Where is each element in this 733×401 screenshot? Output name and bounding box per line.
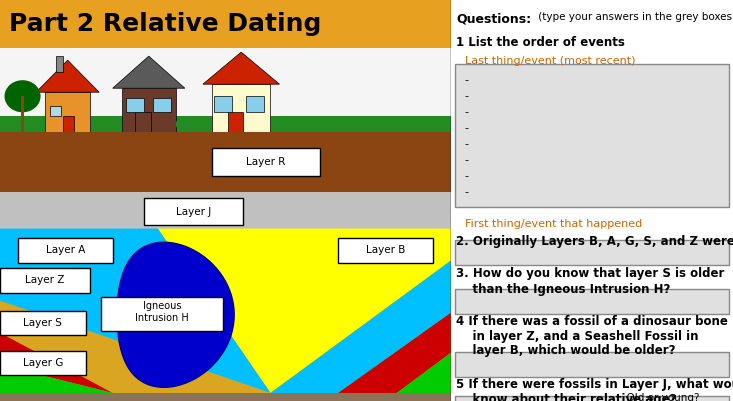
Bar (228, 112, 243, 132)
Text: -: - (465, 188, 469, 197)
Text: Questions:: Questions: (457, 12, 531, 25)
Text: Old or young?: Old or young? (620, 393, 699, 401)
FancyBboxPatch shape (0, 192, 451, 229)
Text: Layer A: Layer A (45, 245, 85, 255)
FancyBboxPatch shape (212, 148, 320, 176)
FancyBboxPatch shape (144, 198, 243, 225)
Polygon shape (113, 56, 185, 88)
Text: Part 2 Relative Dating: Part 2 Relative Dating (9, 12, 321, 36)
FancyBboxPatch shape (18, 238, 113, 263)
Polygon shape (0, 229, 270, 393)
Text: -: - (465, 75, 469, 85)
Text: Layer R: Layer R (246, 158, 286, 167)
Text: Last thing/event (most recent): Last thing/event (most recent) (465, 56, 636, 66)
Text: Layer S: Layer S (23, 318, 62, 328)
Text: -: - (465, 124, 469, 133)
Text: 5 If there were fossils in Layer J, what would you: 5 If there were fossils in Layer J, what… (457, 378, 733, 391)
Text: know about their relative age?: know about their relative age? (457, 393, 677, 401)
Bar (21, 96, 24, 132)
Polygon shape (45, 92, 90, 132)
FancyBboxPatch shape (455, 240, 729, 265)
Text: -: - (465, 91, 469, 101)
Polygon shape (212, 84, 270, 132)
Circle shape (101, 116, 119, 132)
Bar (214, 96, 232, 112)
FancyBboxPatch shape (455, 289, 729, 314)
Bar (126, 98, 144, 112)
Polygon shape (0, 365, 113, 393)
FancyBboxPatch shape (0, 132, 451, 192)
Bar (50, 106, 61, 116)
Text: in layer Z, and a Seashell Fossil in: in layer Z, and a Seashell Fossil in (457, 330, 699, 342)
Circle shape (176, 116, 194, 132)
FancyBboxPatch shape (338, 238, 432, 263)
Bar (153, 98, 172, 112)
Polygon shape (203, 52, 279, 84)
FancyBboxPatch shape (455, 396, 729, 401)
FancyBboxPatch shape (0, 116, 451, 132)
Bar (63, 116, 74, 132)
Polygon shape (0, 301, 270, 393)
FancyBboxPatch shape (0, 311, 86, 335)
Text: layer B, which would be older?: layer B, which would be older? (457, 344, 676, 357)
Text: than the Igneous Intrusion H?: than the Igneous Intrusion H? (457, 283, 671, 296)
FancyBboxPatch shape (0, 351, 86, 375)
FancyBboxPatch shape (455, 352, 729, 377)
Polygon shape (158, 229, 451, 393)
Bar (56, 56, 63, 72)
Polygon shape (0, 333, 113, 393)
Text: Igneous
Intrusion H: Igneous Intrusion H (136, 301, 189, 323)
Bar (135, 112, 151, 132)
Text: (type your answers in the grey boxes): (type your answers in the grey boxes) (535, 12, 733, 22)
Text: 3. How do you know that layer S is older: 3. How do you know that layer S is older (457, 267, 725, 279)
Text: -: - (465, 140, 469, 149)
Text: 1 List the order of events: 1 List the order of events (457, 36, 625, 49)
Polygon shape (36, 60, 99, 92)
Text: -: - (465, 107, 469, 117)
FancyBboxPatch shape (0, 0, 451, 48)
Text: Layer G: Layer G (23, 358, 63, 368)
Circle shape (4, 80, 40, 112)
Polygon shape (117, 242, 234, 387)
Text: -: - (465, 172, 469, 181)
FancyBboxPatch shape (0, 229, 451, 393)
Text: -: - (465, 156, 469, 165)
FancyBboxPatch shape (0, 393, 451, 401)
Polygon shape (338, 313, 451, 393)
Text: Layer B: Layer B (366, 245, 405, 255)
FancyBboxPatch shape (0, 268, 90, 293)
FancyBboxPatch shape (101, 297, 223, 331)
Text: First thing/event that happened: First thing/event that happened (465, 219, 642, 229)
Text: Layer J: Layer J (176, 207, 211, 217)
Polygon shape (122, 88, 176, 132)
FancyBboxPatch shape (455, 64, 729, 207)
Bar (246, 96, 264, 112)
Text: 4 If there was a fossil of a dinosaur bone: 4 If there was a fossil of a dinosaur bo… (457, 315, 729, 328)
FancyBboxPatch shape (0, 48, 451, 152)
Text: Layer Z: Layer Z (26, 275, 65, 285)
Polygon shape (397, 353, 451, 393)
Polygon shape (270, 261, 451, 393)
Text: 2. Originally Layers B, A, G, S, and Z were all-: 2. Originally Layers B, A, G, S, and Z w… (457, 235, 733, 247)
